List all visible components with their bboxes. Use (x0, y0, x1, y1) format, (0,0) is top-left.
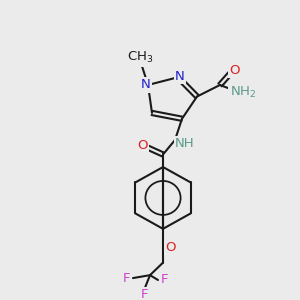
Text: NH$_2$: NH$_2$ (230, 85, 256, 100)
Text: CH$_3$: CH$_3$ (127, 50, 153, 65)
Text: F: F (160, 274, 168, 286)
Text: N: N (141, 79, 151, 92)
Text: O: O (137, 139, 147, 152)
Text: O: O (166, 241, 176, 254)
Text: NH: NH (175, 137, 195, 150)
Text: F: F (123, 272, 131, 285)
Text: O: O (230, 64, 240, 77)
Text: F: F (141, 288, 149, 300)
Text: N: N (175, 70, 185, 83)
